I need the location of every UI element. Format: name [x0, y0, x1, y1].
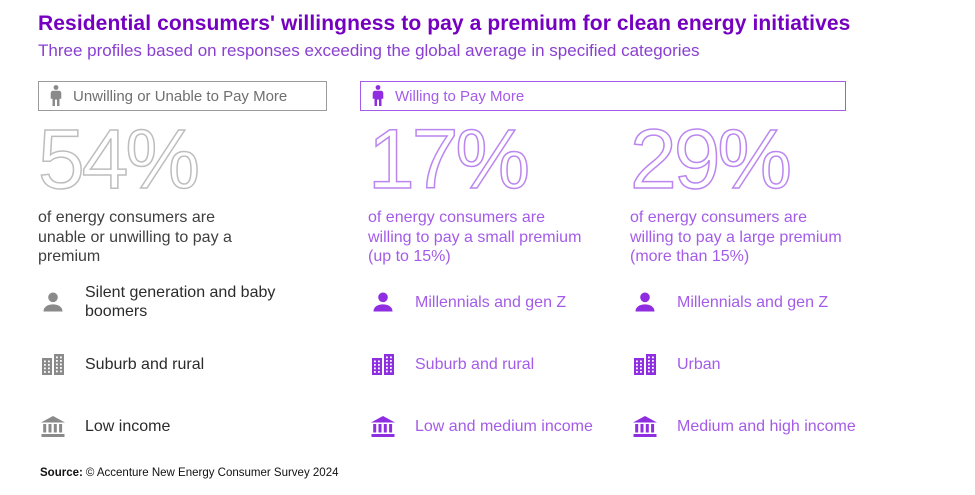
group-header-row: Unwilling or Unable to Pay More Willing … [38, 81, 935, 111]
group-label: Willing to Pay More [395, 87, 525, 105]
list-item: Millennials and gen Z [368, 280, 630, 324]
demographic-label: Low and medium income [415, 417, 593, 435]
stat-value: 54% [37, 112, 201, 206]
stat-value: 17% [367, 112, 531, 206]
stat-value: 29% [629, 112, 793, 206]
demographics-list: Silent generation and baby boomers [38, 280, 368, 448]
demographics-list: Millennials and gen Z [368, 280, 630, 448]
bank-icon [38, 415, 68, 438]
list-item: Millennials and gen Z [630, 280, 935, 324]
profile-columns: 54% of energy consumers are unable or un… [37, 112, 935, 466]
bank-icon [630, 415, 660, 438]
group-willing: Willing to Pay More [360, 81, 846, 111]
demographic-label: Suburb and rural [415, 355, 535, 373]
stat-description: of energy consumers are willing to pay a… [368, 209, 582, 266]
page-subtitle: Three profiles based on responses exceed… [38, 41, 700, 60]
page-title: Residential consumers' willingness to pa… [38, 12, 851, 35]
demographic-label: Millennials and gen Z [415, 293, 567, 311]
demographic-label: Medium and high income [677, 417, 856, 435]
person-icon [368, 290, 398, 314]
stat-description: of energy consumers are willing to pay a… [630, 209, 842, 266]
profile-unwilling: 54% of energy consumers are unable or un… [37, 112, 368, 466]
list-item: Low and medium income [368, 404, 630, 448]
person-icon [38, 290, 68, 314]
demographic-label: Silent generation and baby boomers [85, 284, 276, 321]
person-icon [372, 85, 384, 107]
group-unwilling: Unwilling or Unable to Pay More [38, 81, 327, 111]
group-label: Unwilling or Unable to Pay More [73, 87, 288, 105]
profile-large-premium: 29% of energy consumers are willing to p… [629, 112, 935, 466]
demographics-list: Millennials and gen Z [630, 280, 935, 448]
source-note: Source: © Accenture New Energy Consumer S… [40, 467, 338, 479]
list-item: Low income [38, 404, 368, 448]
list-item: Medium and high income [630, 404, 935, 448]
person-icon [50, 85, 62, 107]
source-prefix: Source: [40, 467, 83, 479]
demographic-label: Millennials and gen Z [677, 293, 829, 311]
source-text: © Accenture New Energy Consumer Survey 2… [85, 467, 339, 479]
profile-small-premium: 17% of energy consumers are willing to p… [367, 112, 630, 466]
list-item: Silent generation and baby boomers [38, 280, 368, 324]
demographic-label: Low income [85, 417, 171, 435]
demographic-label: Urban [677, 355, 721, 373]
stat-description: of energy consumers are unable or unwill… [38, 209, 232, 266]
buildings-icon [368, 351, 398, 377]
list-item: Suburb and rural [38, 342, 368, 386]
person-icon [630, 290, 660, 314]
demographic-label: Suburb and rural [85, 355, 205, 373]
list-item: Urban [630, 342, 935, 386]
buildings-icon [630, 351, 660, 377]
buildings-icon [38, 351, 68, 377]
list-item: Suburb and rural [368, 342, 630, 386]
bank-icon [368, 415, 398, 438]
